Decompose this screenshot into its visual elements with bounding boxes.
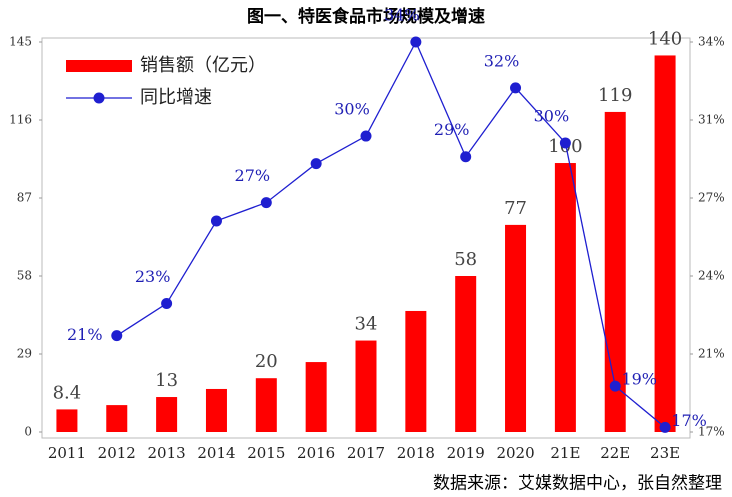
- bar-label: 13: [155, 370, 178, 391]
- y2-tick-label: 24%: [698, 269, 725, 283]
- bar: [205, 388, 227, 432]
- line-label: 23%: [135, 267, 171, 286]
- line-point: [460, 151, 472, 163]
- y-tick-label: 145: [9, 35, 32, 49]
- bar-label: 58: [454, 249, 477, 270]
- line-label: 30%: [534, 106, 570, 125]
- y-tick-label: 116: [9, 113, 32, 127]
- x-tick-label: 22E: [600, 444, 630, 462]
- x-tick-label: 2013: [148, 444, 186, 462]
- line-point: [609, 380, 621, 392]
- line-label: 29%: [434, 120, 470, 139]
- y2-tick-label: 34%: [698, 35, 725, 49]
- x-tick-label: 2015: [247, 444, 285, 462]
- line: [116, 40, 666, 428]
- x-tick-label: 21E: [550, 444, 580, 462]
- bar-label: 20: [255, 351, 278, 372]
- bar: [405, 310, 427, 432]
- line-label: 19%: [621, 370, 657, 389]
- x-tick-label: 2014: [197, 444, 235, 462]
- line-point: [510, 82, 522, 94]
- y-tick-label: 0: [24, 425, 32, 439]
- bar: [156, 397, 178, 432]
- source-note: 数据来源：艾媒数据中心，张自然整理: [433, 474, 722, 494]
- line-point: [410, 36, 422, 48]
- x-tick-label: 2012: [98, 444, 136, 462]
- line-point: [310, 158, 322, 170]
- bar: [505, 224, 527, 432]
- line-label: 34%: [384, 6, 420, 25]
- line-point: [659, 421, 671, 433]
- y2-tick-label: 21%: [698, 347, 725, 361]
- x-tick-label: 23E: [650, 444, 680, 462]
- line-point: [111, 330, 123, 342]
- legend-label: 同比增速: [140, 87, 212, 108]
- line-point: [260, 197, 272, 209]
- y2-tick-label: 17%: [698, 425, 725, 439]
- bar-label: 119: [598, 85, 632, 106]
- line-label: 30%: [334, 100, 370, 119]
- legend-swatch: [66, 60, 132, 72]
- y-tick-label: 87: [17, 191, 32, 205]
- bar-label: 34: [355, 314, 378, 335]
- bar-label: 8.4: [53, 382, 82, 403]
- line-point: [161, 298, 173, 310]
- bar: [604, 111, 626, 433]
- chart-title: 图一、特医食品市场规模及增速: [247, 6, 485, 27]
- bar: [455, 276, 477, 432]
- bar: [554, 163, 576, 432]
- line-point: [210, 215, 222, 227]
- plot-frame: [41, 37, 691, 439]
- x-tick-label: 2017: [347, 444, 385, 462]
- x-tick-label: 2020: [496, 444, 534, 462]
- x-tick-label: 2011: [48, 444, 86, 462]
- bar: [56, 409, 78, 432]
- line-label: 17%: [671, 411, 707, 430]
- y2-tick-label: 31%: [698, 113, 725, 127]
- x-tick-label: 2018: [397, 444, 435, 462]
- line-label: 21%: [67, 325, 103, 344]
- line-point: [360, 130, 372, 142]
- y2-tick-label: 27%: [698, 191, 725, 205]
- line-label: 27%: [235, 166, 271, 185]
- bar-label: 140: [648, 28, 682, 49]
- x-tick-label: 2019: [447, 444, 485, 462]
- legend-label: 销售额（亿元）: [140, 55, 266, 76]
- bar-label: 77: [504, 198, 527, 219]
- bar: [255, 378, 277, 432]
- y-tick-label: 29: [17, 347, 32, 361]
- bar: [305, 362, 327, 432]
- bar: [355, 340, 377, 432]
- bar: [654, 55, 676, 433]
- line-label: 32%: [484, 51, 520, 70]
- bar: [106, 405, 128, 432]
- y-tick-label: 58: [17, 269, 32, 283]
- line-point: [559, 137, 571, 149]
- x-tick-label: 2016: [297, 444, 335, 462]
- legend-swatch: [93, 92, 105, 104]
